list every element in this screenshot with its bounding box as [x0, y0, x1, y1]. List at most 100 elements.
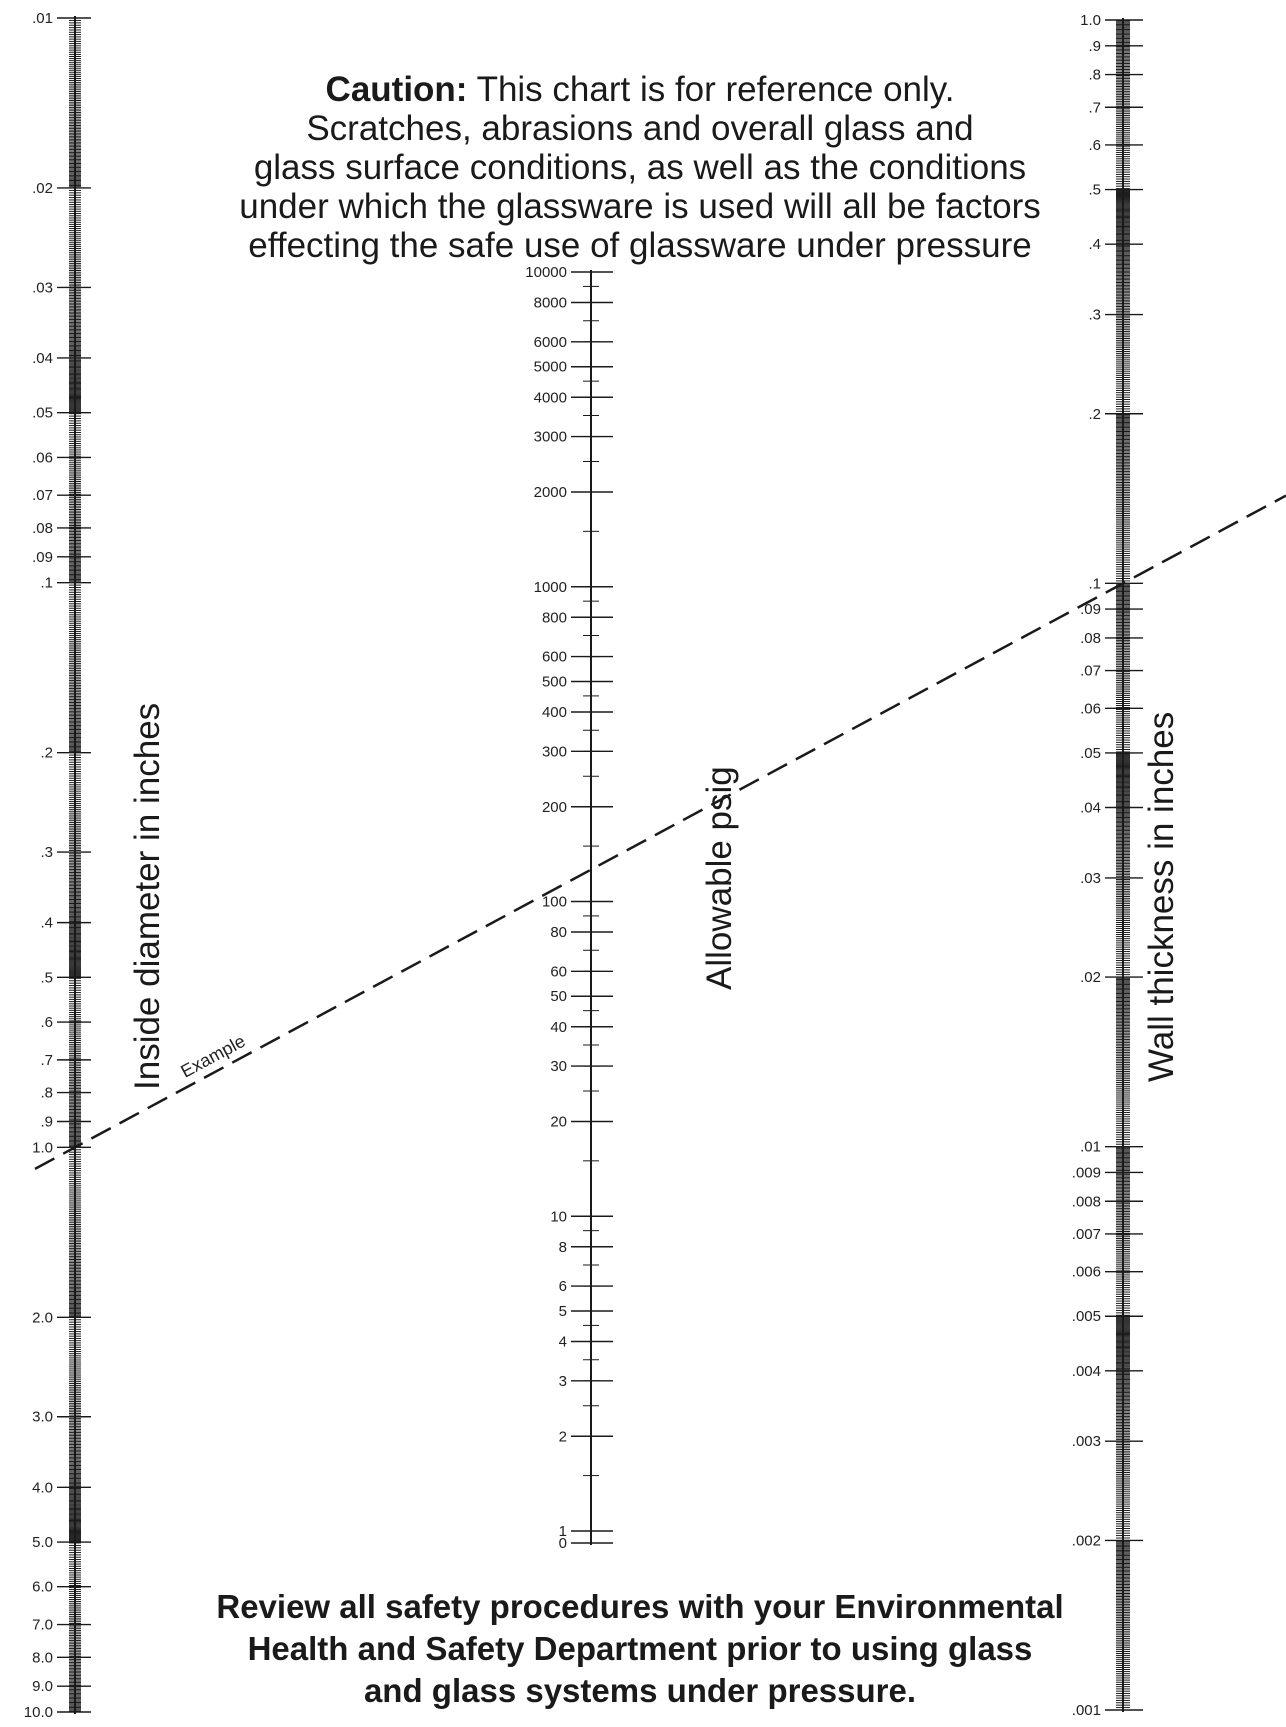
tick-label: 800: [542, 609, 567, 626]
inside-diameter-axis: .01 .02 .03 .04 .05 .06 .07 .08 .09 .1 .2 .3 .4 .5 .6.…: [24, 10, 91, 1721]
tick-label: 500: [542, 673, 567, 690]
tick-label: 3: [559, 1373, 567, 1390]
tick-label: .4: [1088, 236, 1101, 253]
tick-label: .6: [1088, 137, 1101, 154]
tick-label: .004: [1072, 1363, 1101, 1380]
tick-label: 30: [550, 1058, 567, 1075]
tick-label: 9.0: [32, 1678, 53, 1695]
tick-label: 5000: [534, 359, 567, 376]
tick-label: .03: [32, 279, 53, 296]
tick-label: .006: [1072, 1264, 1101, 1281]
tick-label: 7.0: [32, 1617, 53, 1634]
tick-label: .002: [1072, 1532, 1101, 1549]
tick-label: .03: [1080, 870, 1101, 887]
tick-label: .9: [1088, 38, 1101, 55]
tick-label: .07: [1080, 663, 1101, 680]
tick-label: 20: [550, 1114, 567, 1131]
example-isopleth: Example: [34, 494, 1286, 1170]
tick-label: 6.0: [32, 1579, 53, 1596]
tick-label: 40: [550, 1019, 567, 1036]
tick-label: 5.0: [32, 1534, 53, 1551]
allowable-psig-axis: 1000080006000500040003000200010008006005…: [525, 264, 613, 1552]
tick-label: .04: [1080, 800, 1101, 817]
tick-label: .09: [32, 549, 53, 566]
caution-line: This chart is for reference only.: [476, 70, 955, 109]
review-line: Review all safety procedures with your E…: [216, 1588, 1064, 1625]
tick-label: 2.0: [32, 1309, 53, 1326]
review-line: and glass systems under pressure.: [363, 1672, 917, 1709]
caution-note: Caution: This chart is for reference onl…: [190, 70, 1090, 265]
tick-label: .09: [1080, 601, 1101, 618]
caution-line: Scratches, abrasions and overall glass a…: [306, 109, 974, 148]
example-dashed-line: [34, 494, 1286, 1170]
tick-label: .08: [32, 520, 53, 537]
tick-label: 3.0: [32, 1409, 53, 1426]
tick-label: 10.0: [24, 1704, 53, 1721]
tick-label: 400: [542, 704, 567, 721]
tick-label: .6: [40, 1014, 53, 1031]
tick-label: .05: [1080, 745, 1101, 762]
tick-label: 1.0: [32, 1139, 53, 1156]
tick-label: 6: [559, 1278, 567, 1295]
tick-label: .8: [40, 1085, 53, 1102]
tick-label: 300: [542, 743, 567, 760]
tick-label: 4000: [534, 389, 567, 406]
tick-label: 4.0: [32, 1479, 53, 1496]
tick-label: .3: [40, 844, 53, 861]
tick-label: 0: [559, 1535, 567, 1552]
tick-label: 6000: [534, 334, 567, 351]
review-line: Health and Safety Department prior to us…: [247, 1630, 1033, 1667]
tick-label: 5: [559, 1303, 567, 1320]
tick-label: .01: [1080, 1139, 1101, 1156]
tick-label: 1: [559, 1523, 567, 1540]
tick-label: .005: [1072, 1308, 1101, 1325]
tick-label: 8000: [534, 295, 567, 312]
tick-label: .02: [1080, 969, 1101, 986]
tick-label: .5: [1088, 182, 1101, 199]
tick-label: 100: [542, 894, 567, 911]
tick-label: .06: [1080, 700, 1101, 717]
tick-label: 80: [550, 924, 567, 941]
tick-label: .08: [1080, 630, 1101, 647]
tick-label: .003: [1072, 1433, 1101, 1450]
tick-label: .001: [1072, 1702, 1101, 1719]
tick-label: 8.0: [32, 1649, 53, 1666]
caution-line: effecting the safe use of glassware unde…: [248, 226, 1032, 265]
tick-label: .1: [40, 575, 53, 592]
tick-label: 2: [559, 1428, 567, 1445]
caution-line: under which the glassware is used will a…: [239, 187, 1041, 226]
tick-label: 3000: [534, 429, 567, 446]
tick-label: .07: [32, 487, 53, 504]
tick-label: 8: [559, 1239, 567, 1256]
tick-label: .7: [1088, 99, 1101, 116]
tick-label: .04: [32, 350, 53, 367]
tick-label: .05: [32, 405, 53, 422]
tick-label: .008: [1072, 1193, 1101, 1210]
tick-label: 10: [550, 1208, 567, 1225]
tick-label: .007: [1072, 1226, 1101, 1243]
allowable-psig-title: Allowable psig: [700, 766, 739, 990]
tick-label: .2: [40, 745, 53, 762]
tick-label: 4: [559, 1334, 567, 1351]
review-safety-note: Review all safety procedures with your E…: [140, 1586, 1140, 1712]
tick-label: .9: [40, 1113, 53, 1130]
tick-label: 60: [550, 963, 567, 980]
tick-label: .01: [32, 10, 53, 27]
caution-lead: Caution:: [325, 70, 468, 109]
tick-label: 2000: [534, 484, 567, 501]
tick-label: .009: [1072, 1164, 1101, 1181]
tick-label: 200: [542, 799, 567, 816]
tick-label: .8: [1088, 67, 1101, 84]
tick-label: 50: [550, 988, 567, 1005]
tick-label: .06: [32, 449, 53, 466]
wall-thickness-axis: 1.0 .9 .8 .7 .6 .5 .4 .3 .2 .1 .09 .08 .07 .06 .05 .04.…: [1072, 12, 1143, 1719]
wall-thickness-title: Wall thickness in inches: [1142, 711, 1181, 1082]
inside-diameter-title: Inside diameter in inches: [128, 702, 167, 1090]
caution-line: glass surface conditions, as well as the…: [253, 148, 1027, 187]
tick-label: .4: [40, 915, 53, 932]
tick-label: .3: [1088, 307, 1101, 324]
tick-label: 600: [542, 649, 567, 666]
tick-label: .7: [40, 1052, 53, 1069]
tick-label: .02: [32, 180, 53, 197]
